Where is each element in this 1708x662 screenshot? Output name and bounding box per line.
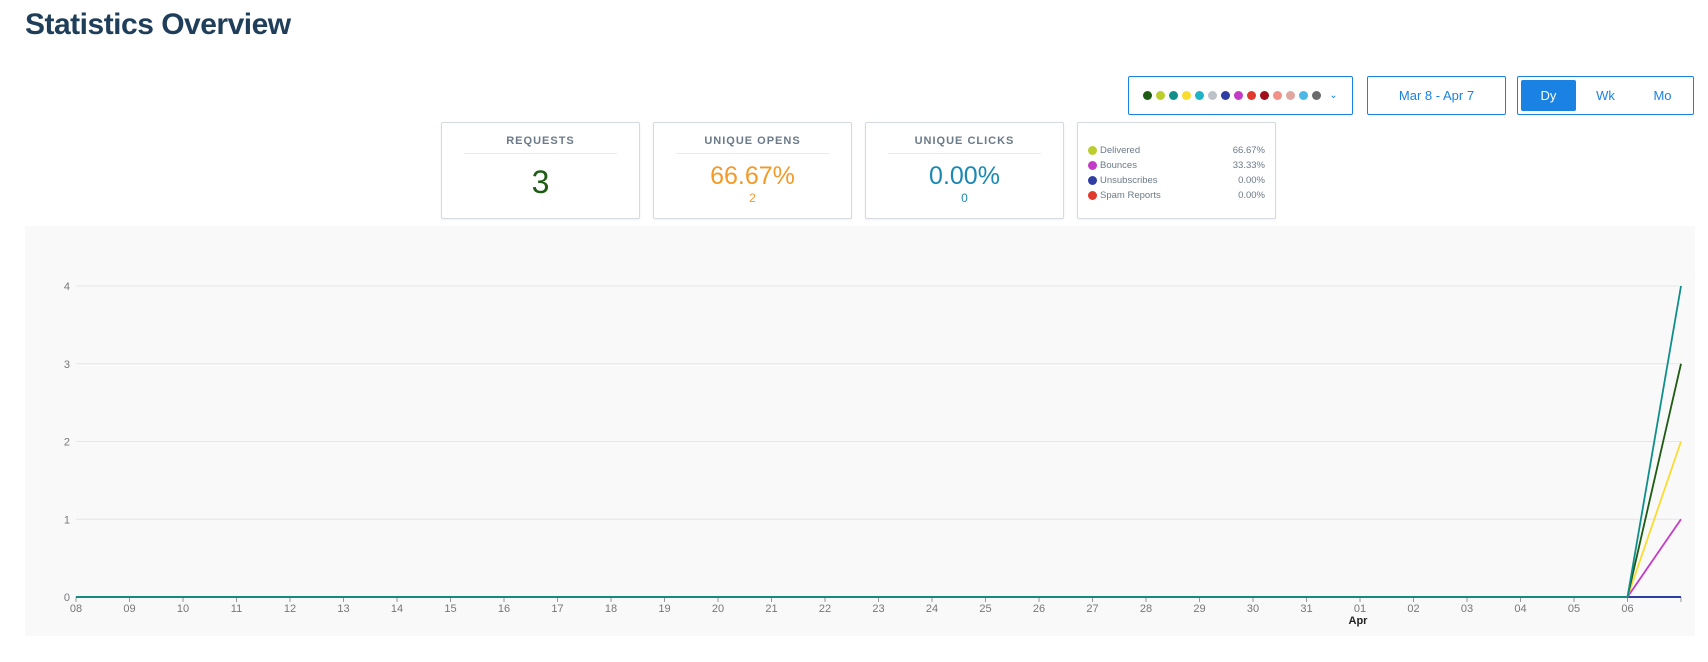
color-swatch-7 <box>1221 91 1231 100</box>
breakdown-name: Delivered <box>1100 145 1141 156</box>
series-line <box>76 363 1682 598</box>
x-tick-label: 05 <box>1568 603 1580 615</box>
unique-opens-value: 66.67% <box>710 162 795 190</box>
legend-dot <box>1088 161 1097 170</box>
x-tick-label: 15 <box>444 603 456 615</box>
color-swatch-2 <box>1156 91 1166 100</box>
breakdown-value: 66.67% <box>1232 145 1265 156</box>
breakdown-card: Delivered 66.67% Bounces 33.33% Unsubscribes… <box>1077 122 1276 219</box>
color-swatch-11 <box>1273 91 1283 100</box>
color-swatch-14 <box>1312 91 1322 100</box>
x-tick-label: 23 <box>872 603 884 615</box>
unique-clicks-card: UNIQUE CLICKS 0.00% 0 <box>865 122 1064 219</box>
x-tick-label: 14 <box>391 603 403 615</box>
x-tick-label: 24 <box>926 603 938 615</box>
period-toggle: Dy Wk Mo <box>1517 76 1694 115</box>
x-month-label: Apr <box>1349 615 1369 627</box>
series-color-picker[interactable]: ⌄ <box>1128 76 1353 115</box>
x-tick-label: 18 <box>605 603 617 615</box>
x-tick-label: 30 <box>1247 603 1259 615</box>
color-swatch-13 <box>1299 91 1309 100</box>
stats-chart: 0 1 2 3 4 08 09 10 11 12 13 14 15 16 17 18 19 20 21 22 23 24 2… <box>25 226 1695 636</box>
color-swatch-9 <box>1247 91 1257 100</box>
period-week-button[interactable]: Wk <box>1596 88 1615 103</box>
legend-dot <box>1088 191 1097 200</box>
legend-dot <box>1088 176 1097 185</box>
x-tick-label: 21 <box>765 603 777 615</box>
color-swatch-6 <box>1208 91 1218 100</box>
date-range-button[interactable]: Mar 8 - Apr 7 <box>1367 76 1506 115</box>
x-tick-label: 08 <box>70 603 82 615</box>
breakdown-row: Unsubscribes 0.00% <box>1088 173 1265 188</box>
unique-opens-label: UNIQUE OPENS <box>676 135 829 154</box>
x-tick-label: 25 <box>979 603 991 615</box>
requests-label: REQUESTS <box>464 135 617 154</box>
y-tick-label: 2 <box>64 437 70 449</box>
x-tick-label: 09 <box>123 603 135 615</box>
breakdown-name: Bounces <box>1100 160 1137 171</box>
x-tick-label: 27 <box>1086 603 1098 615</box>
x-tick-label: 31 <box>1300 603 1312 615</box>
legend-dot <box>1088 146 1097 155</box>
x-tick-label: 17 <box>551 603 563 615</box>
x-tick-label: 20 <box>712 603 724 615</box>
chevron-down-icon: ⌄ <box>1329 90 1338 101</box>
unique-opens-card: UNIQUE OPENS 66.67% 2 <box>653 122 852 219</box>
y-tick-label: 4 <box>64 281 70 293</box>
x-tick-label: 02 <box>1407 603 1419 615</box>
color-swatch-12 <box>1286 91 1296 100</box>
period-day-button[interactable]: Dy <box>1521 80 1576 111</box>
x-tick-label: 13 <box>337 603 349 615</box>
x-tick-label: 28 <box>1140 603 1152 615</box>
series-line <box>76 518 1682 598</box>
color-swatch-3 <box>1169 91 1179 100</box>
requests-value: 3 <box>531 164 550 200</box>
x-tick-label: 11 <box>231 603 242 615</box>
x-tick-label: 26 <box>1033 603 1045 615</box>
y-tick-label: 1 <box>64 514 70 526</box>
color-swatch-1 <box>1143 91 1153 100</box>
breakdown-value: 0.00% <box>1238 175 1265 186</box>
x-tick-label: 16 <box>498 603 510 615</box>
breakdown-row: Spam Reports 0.00% <box>1088 188 1265 203</box>
color-swatch-5 <box>1195 91 1205 100</box>
breakdown-value: 0.00% <box>1238 190 1265 201</box>
requests-card: REQUESTS 3 <box>441 122 640 219</box>
x-tick-label: 06 <box>1621 603 1633 615</box>
breakdown-row: Delivered 66.67% <box>1088 143 1265 158</box>
unique-clicks-label: UNIQUE CLICKS <box>888 135 1041 154</box>
x-tick-label: 01 <box>1354 603 1366 615</box>
x-tick-label: 22 <box>819 603 831 615</box>
x-tick-label: 04 <box>1514 603 1526 615</box>
period-month-button[interactable]: Mo <box>1653 88 1672 103</box>
color-swatch-8 <box>1234 91 1244 100</box>
y-tick-label: 0 <box>64 592 70 604</box>
x-tick-label: 03 <box>1461 603 1473 615</box>
y-tick-label: 3 <box>64 359 70 371</box>
x-tick-label: 12 <box>284 603 296 615</box>
breakdown-name: Spam Reports <box>1100 190 1161 201</box>
color-swatch-10 <box>1260 91 1270 100</box>
page-title: Statistics Overview <box>25 8 291 41</box>
unique-clicks-count: 0 <box>961 191 968 205</box>
breakdown-row: Bounces 33.33% <box>1088 158 1265 173</box>
x-tick-label: 19 <box>658 603 670 615</box>
unique-opens-count: 2 <box>749 191 756 205</box>
color-swatch-4 <box>1182 91 1192 100</box>
breakdown-name: Unsubscribes <box>1100 175 1158 186</box>
series-line <box>76 285 1682 598</box>
breakdown-value: 33.33% <box>1232 160 1265 171</box>
unique-clicks-value: 0.00% <box>929 162 1000 190</box>
x-tick-label: 29 <box>1193 603 1205 615</box>
x-tick-label: 10 <box>177 603 189 615</box>
